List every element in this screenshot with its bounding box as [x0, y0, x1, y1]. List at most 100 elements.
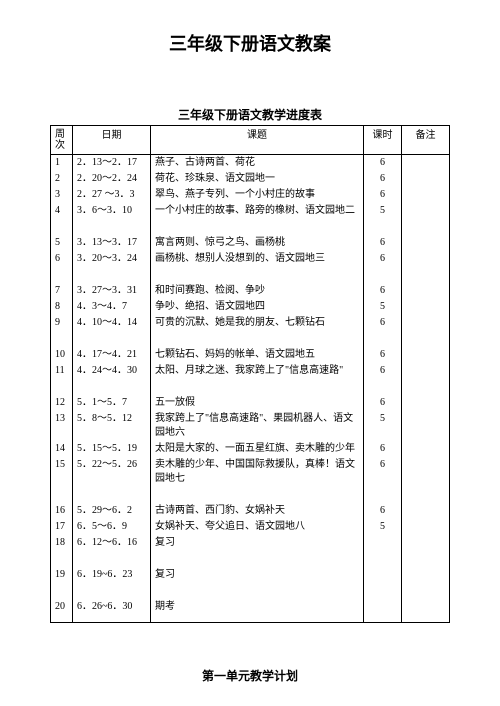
- cell-hours: 6: [364, 441, 402, 457]
- spacer-cell: [402, 487, 450, 503]
- cell-hours: 6: [364, 395, 402, 411]
- cell-notes: [402, 519, 450, 535]
- schedule-title: 三年级下册语文教学进度表: [50, 106, 450, 123]
- cell-topic: 复习: [151, 535, 364, 551]
- cell-hours: 6: [364, 347, 402, 363]
- cell-date: 4．10～4．14: [73, 315, 151, 331]
- cell-notes: [402, 235, 450, 251]
- cell-week: 4: [51, 203, 73, 219]
- cell-hours: [364, 535, 402, 551]
- cell-notes: [402, 315, 450, 331]
- cell-topic: 我家跨上了"信息高速路"、果园机器人、语文园地六: [151, 411, 364, 441]
- cell-hours: 6: [364, 235, 402, 251]
- main-title: 三年级下册语文教案: [50, 30, 450, 56]
- cell-topic: 可贵的沉默、她是我的朋友、七颗钻石: [151, 315, 364, 331]
- spacer-cell: [364, 583, 402, 599]
- cell-topic: 寓言两则、惊弓之鸟、画杨桃: [151, 235, 364, 251]
- cell-date: 4．24～4．30: [73, 363, 151, 379]
- spacer-cell: [151, 219, 364, 235]
- header-notes: 备注: [402, 126, 450, 155]
- cell-notes: [402, 457, 450, 487]
- cell-notes: [402, 299, 450, 315]
- cell-date: 4．3～4．7: [73, 299, 151, 315]
- cell-hours: 6: [364, 171, 402, 187]
- cell-week: 10: [51, 347, 73, 363]
- cell-notes: [402, 441, 450, 457]
- spacer-cell: [73, 219, 151, 235]
- cell-hours: 6: [364, 187, 402, 203]
- cell-topic: 画杨桃、想别人没想到的、语文园地三: [151, 251, 364, 267]
- header-hours: 课时: [364, 126, 402, 155]
- spacer-cell: [364, 487, 402, 503]
- cell-hours: 6: [364, 155, 402, 172]
- cell-hours: [364, 599, 402, 623]
- cell-week: 1: [51, 155, 73, 172]
- cell-date: 6．5～6．9: [73, 519, 151, 535]
- cell-hours: 6: [364, 457, 402, 487]
- spacer-cell: [151, 331, 364, 347]
- cell-week: 12: [51, 395, 73, 411]
- cell-week: 14: [51, 441, 73, 457]
- header-topic: 课题: [151, 126, 364, 155]
- table-row: 73．27～3．31和时间赛跑、检阅、争吵6: [51, 283, 450, 299]
- cell-notes: [402, 187, 450, 203]
- spacer-cell: [51, 267, 73, 283]
- table-row: 63．20～3．24画杨桃、想别人没想到的、语文园地三6: [51, 251, 450, 267]
- cell-hours: 6: [364, 363, 402, 379]
- cell-hours: 6: [364, 503, 402, 519]
- cell-date: 5．1～5．7: [73, 395, 151, 411]
- spacer-cell: [151, 267, 364, 283]
- spacer-cell: [73, 331, 151, 347]
- table-row: 125．1～5．7五一放假6: [51, 395, 450, 411]
- table-header-row: 周次 日期 课题 课时 备注: [51, 126, 450, 155]
- cell-hours: [364, 567, 402, 583]
- cell-topic: 古诗两首、西门豹、女娲补天: [151, 503, 364, 519]
- cell-week: 3: [51, 187, 73, 203]
- table-row: 145．15～5．19太阳是大家的、一面五星红旗、卖木雕的少年6: [51, 441, 450, 457]
- spacer-cell: [402, 583, 450, 599]
- cell-topic: 卖木雕的少年、中国国际救援队，真棒！语文园地七: [151, 457, 364, 487]
- cell-topic: 五一放假: [151, 395, 364, 411]
- spacer-cell: [364, 551, 402, 567]
- cell-date: 3．13～3．17: [73, 235, 151, 251]
- cell-date: 5．22～5．26: [73, 457, 151, 487]
- spacer-cell: [51, 379, 73, 395]
- cell-topic: 太阳、月球之迷、我家跨上了"信息高速路": [151, 363, 364, 379]
- cell-hours: 5: [364, 299, 402, 315]
- cell-date: 3．20～3．24: [73, 251, 151, 267]
- table-row: 104．17～4．21七颗钻石、妈妈的帐单、语文园地五6: [51, 347, 450, 363]
- table-row: 186．12～6．16复习: [51, 535, 450, 551]
- cell-notes: [402, 567, 450, 583]
- cell-date: 4．17～4．21: [73, 347, 151, 363]
- cell-week: 7: [51, 283, 73, 299]
- spacer-cell: [402, 219, 450, 235]
- spacer-cell: [51, 583, 73, 599]
- cell-topic: 七颗钻石、妈妈的帐单、语文园地五: [151, 347, 364, 363]
- cell-notes: [402, 363, 450, 379]
- cell-date: 6．19~6．23: [73, 567, 151, 583]
- cell-notes: [402, 171, 450, 187]
- header-week: 周次: [51, 126, 73, 155]
- table-row: 12．13～2．17燕子、古诗两首、荷花6: [51, 155, 450, 172]
- cell-hours: 6: [364, 251, 402, 267]
- cell-week: 11: [51, 363, 73, 379]
- cell-week: 13: [51, 411, 73, 441]
- spacer-cell: [402, 331, 450, 347]
- spacer-cell: [51, 551, 73, 567]
- spacer-cell: [151, 379, 364, 395]
- spacer-cell: [51, 219, 73, 235]
- header-date: 日期: [73, 126, 151, 155]
- cell-week: 19: [51, 567, 73, 583]
- cell-topic: 女娲补天、夸父追日、语文园地八: [151, 519, 364, 535]
- spacer-cell: [151, 583, 364, 599]
- spacer-cell: [73, 379, 151, 395]
- footer-title: 第一单元教学计划: [0, 667, 500, 684]
- cell-week: 17: [51, 519, 73, 535]
- cell-notes: [402, 411, 450, 441]
- spacer-row: [51, 583, 450, 599]
- cell-notes: [402, 155, 450, 172]
- cell-date: 5．29～6．2: [73, 503, 151, 519]
- cell-hours: 5: [364, 203, 402, 219]
- table-row: 94．10～4．14可贵的沉默、她是我的朋友、七颗钻石6: [51, 315, 450, 331]
- spacer-row: [51, 379, 450, 395]
